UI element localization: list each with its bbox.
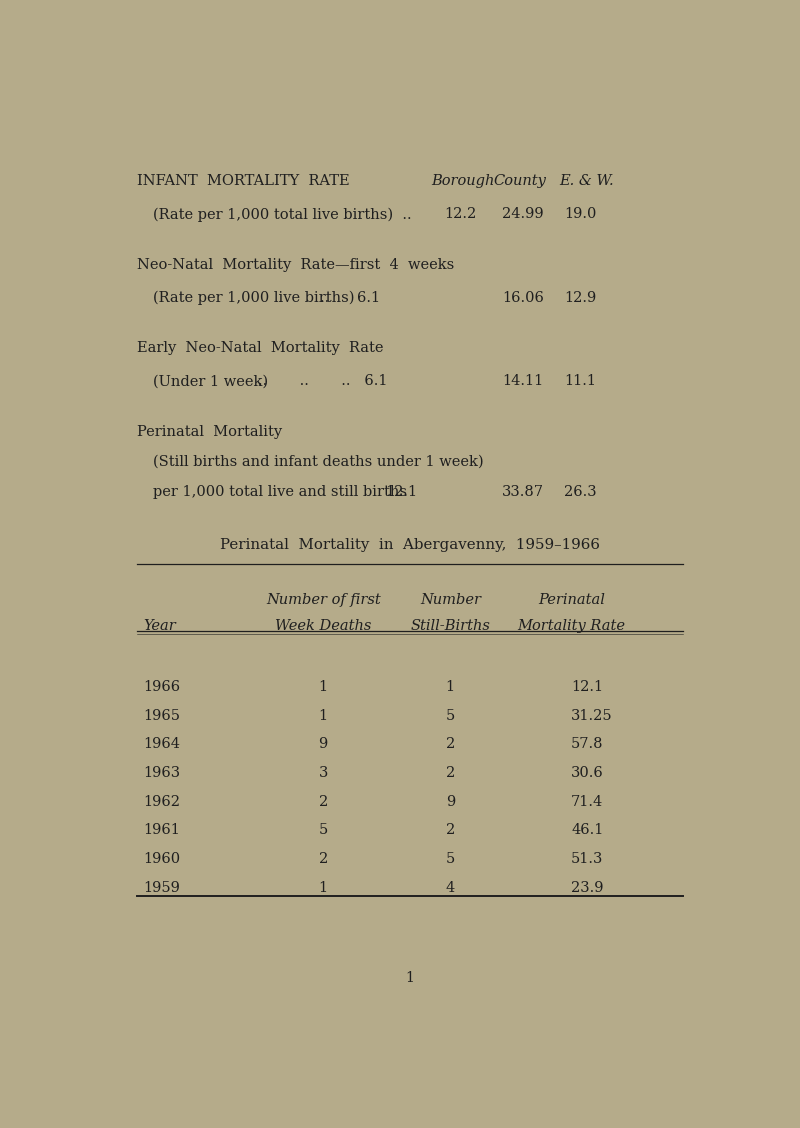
Text: E. & W.: E. & W. — [558, 175, 614, 188]
Text: 26.3: 26.3 — [564, 485, 596, 500]
Text: 9: 9 — [318, 738, 328, 751]
Text: per 1,000 total live and still births: per 1,000 total live and still births — [153, 485, 406, 500]
Text: 12.1: 12.1 — [386, 485, 418, 500]
Text: Year: Year — [143, 619, 176, 633]
Text: INFANT  MORTALITY  RATE: INFANT MORTALITY RATE — [138, 175, 350, 188]
Text: 1959: 1959 — [143, 881, 180, 895]
Text: 5: 5 — [446, 708, 455, 723]
Text: 4: 4 — [446, 881, 455, 895]
Text: 33.87: 33.87 — [502, 485, 544, 500]
Text: 12.9: 12.9 — [564, 291, 596, 305]
Text: 9: 9 — [446, 794, 455, 809]
Text: 1964: 1964 — [143, 738, 181, 751]
Text: 2: 2 — [318, 852, 328, 866]
Text: 5: 5 — [446, 852, 455, 866]
Text: Perinatal: Perinatal — [538, 593, 605, 607]
Text: 11.1: 11.1 — [564, 374, 596, 388]
Text: Early  Neo-Natal  Mortality  Rate: Early Neo-Natal Mortality Rate — [138, 341, 384, 355]
Text: 2: 2 — [318, 794, 328, 809]
Text: (Still births and infant deaths under 1 week): (Still births and infant deaths under 1 … — [153, 455, 483, 469]
Text: 2: 2 — [446, 738, 455, 751]
Text: 2: 2 — [446, 766, 455, 779]
Text: (Under 1 week): (Under 1 week) — [153, 374, 268, 388]
Text: 1962: 1962 — [143, 794, 181, 809]
Text: 1: 1 — [318, 708, 328, 723]
Text: 19.0: 19.0 — [564, 208, 596, 221]
Text: 23.9: 23.9 — [571, 881, 604, 895]
Text: 1965: 1965 — [143, 708, 181, 723]
Text: 1: 1 — [318, 680, 328, 694]
Text: Number of first: Number of first — [266, 593, 381, 607]
Text: 51.3: 51.3 — [571, 852, 603, 866]
Text: 1: 1 — [446, 680, 455, 694]
Text: 5: 5 — [318, 823, 328, 837]
Text: (Rate per 1,000 total live births)  ..: (Rate per 1,000 total live births) .. — [153, 208, 411, 222]
Text: 31.25: 31.25 — [571, 708, 613, 723]
Text: 1963: 1963 — [143, 766, 181, 779]
Text: 12.1: 12.1 — [571, 680, 603, 694]
Text: 57.8: 57.8 — [571, 738, 604, 751]
Text: 14.11: 14.11 — [502, 374, 543, 388]
Text: 1: 1 — [318, 881, 328, 895]
Text: ..      6.1: .. 6.1 — [320, 291, 380, 305]
Text: Week Deaths: Week Deaths — [275, 619, 371, 633]
Text: 71.4: 71.4 — [571, 794, 603, 809]
Text: Borough: Borough — [432, 175, 495, 188]
Text: 3: 3 — [318, 766, 328, 779]
Text: Number: Number — [420, 593, 481, 607]
Text: 12.2: 12.2 — [444, 208, 476, 221]
Text: Mortality Rate: Mortality Rate — [518, 619, 626, 633]
Text: (Rate per 1,000 live births): (Rate per 1,000 live births) — [153, 291, 354, 306]
Text: 1961: 1961 — [143, 823, 180, 837]
Text: 24.99: 24.99 — [502, 208, 543, 221]
Text: Perinatal  Mortality  in  Abergavenny,  1959–1966: Perinatal Mortality in Abergavenny, 1959… — [220, 538, 600, 552]
Text: County: County — [494, 175, 546, 188]
Text: ..       ..       ..   6.1: .. .. .. 6.1 — [258, 374, 388, 388]
Text: 1: 1 — [406, 971, 414, 985]
Text: Still-Births: Still-Births — [410, 619, 490, 633]
Text: 1966: 1966 — [143, 680, 181, 694]
Text: 1960: 1960 — [143, 852, 181, 866]
Text: Neo-Natal  Mortality  Rate—first  4  weeks: Neo-Natal Mortality Rate—first 4 weeks — [138, 258, 454, 272]
Text: 30.6: 30.6 — [571, 766, 604, 779]
Text: Perinatal  Mortality: Perinatal Mortality — [138, 424, 282, 439]
Text: 16.06: 16.06 — [502, 291, 544, 305]
Text: 2: 2 — [446, 823, 455, 837]
Text: 46.1: 46.1 — [571, 823, 603, 837]
